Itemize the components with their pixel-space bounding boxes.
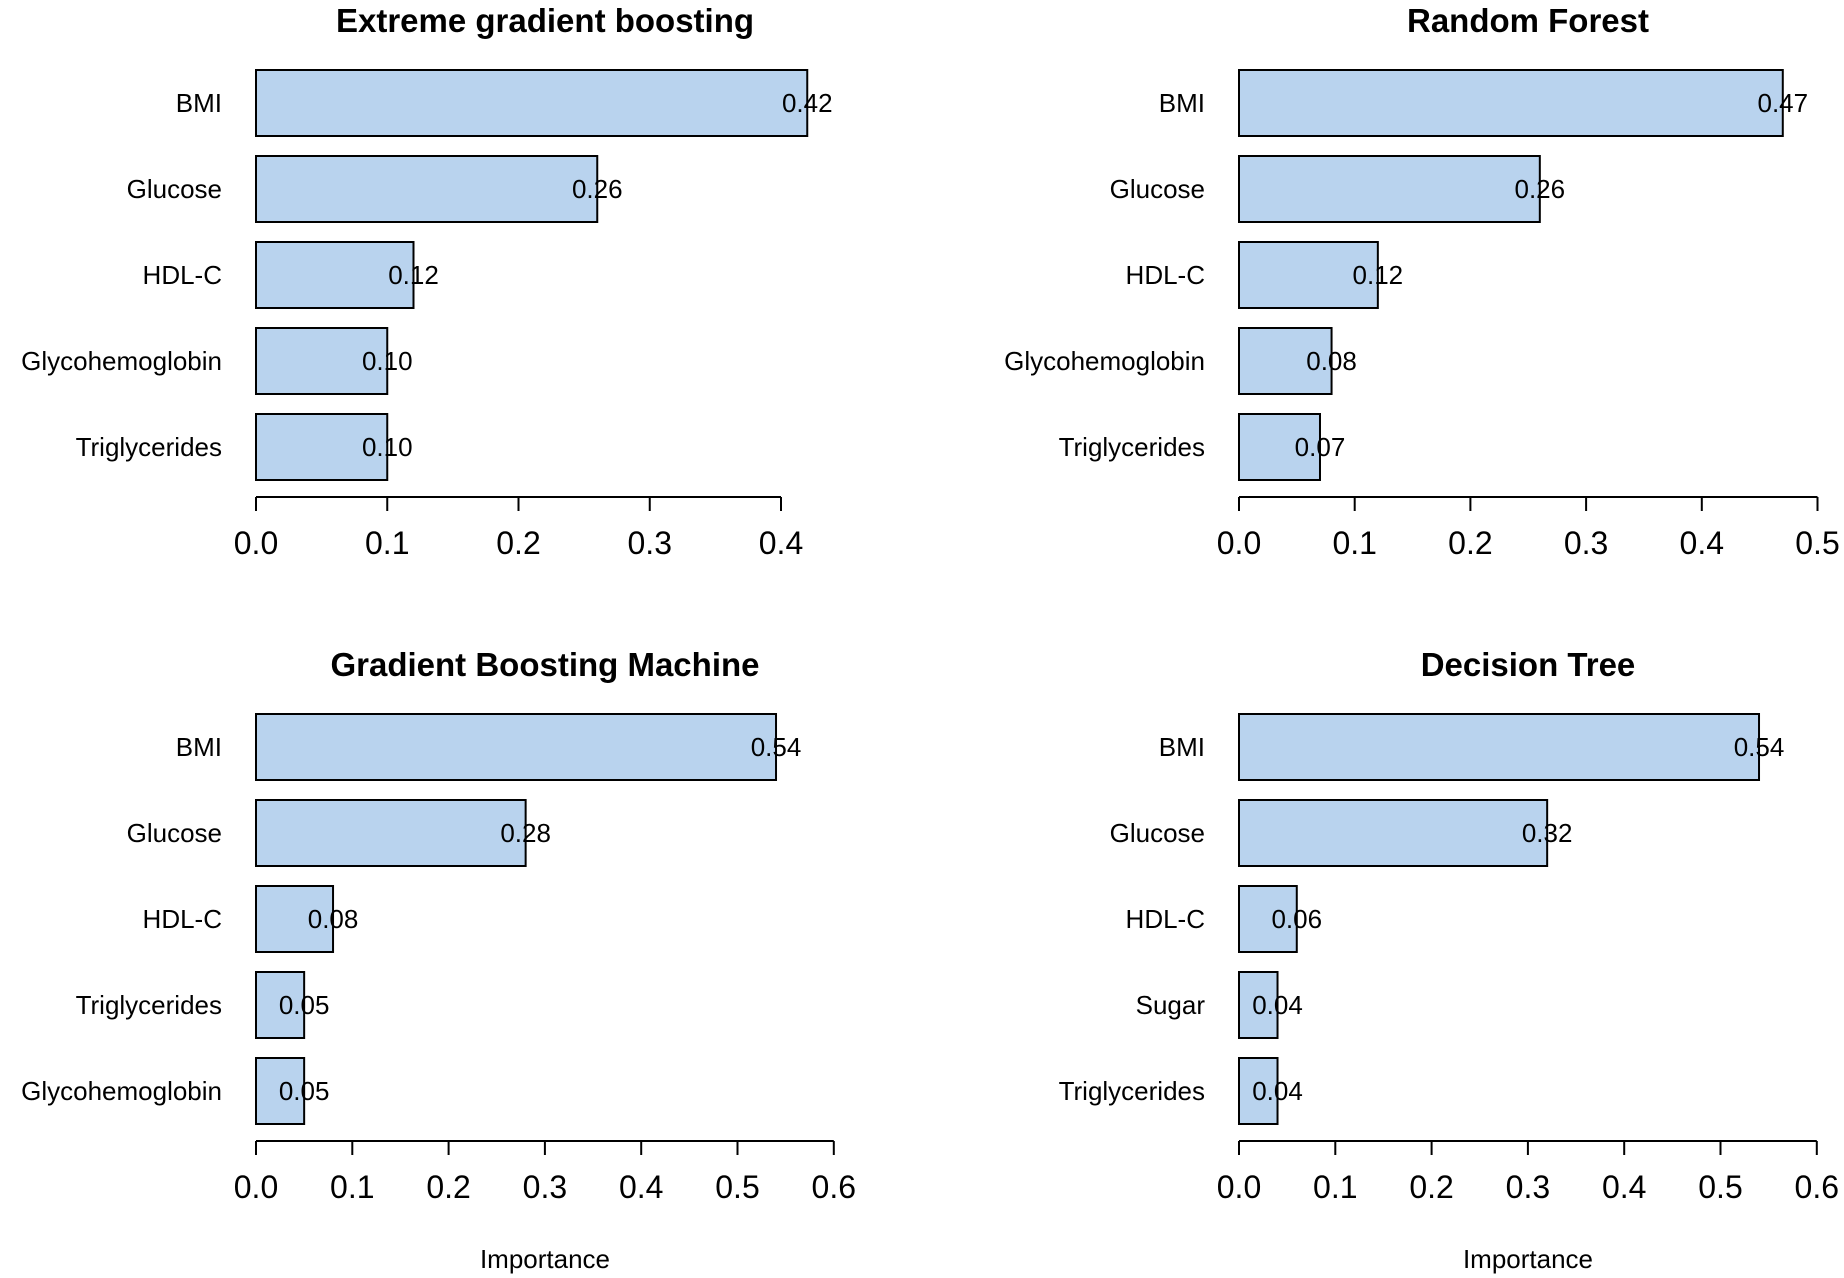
x-tick-label: 0.0 [234, 525, 278, 561]
x-tick-label: 0.4 [619, 1169, 663, 1205]
category-label: BMI [1159, 88, 1205, 118]
chart-title: Gradient Boosting Machine [330, 646, 759, 683]
bar-glycohemoglobin [1238, 327, 1333, 395]
x-tick-label: 0.4 [1680, 525, 1724, 561]
data-label: 0.42 [782, 88, 833, 118]
bar-glucose [1238, 155, 1541, 223]
bar-hdl-c [255, 885, 335, 953]
x-tick-label: 0.5 [715, 1169, 759, 1205]
x-tick-label: 0.1 [330, 1169, 374, 1205]
data-label: 0.26 [572, 174, 623, 204]
chart-panel-3: Gradient Boosting Machine BMI 0.54 Glucose 0… [21, 646, 856, 1274]
category-label: Glycohemoglobin [21, 1076, 222, 1106]
category-label: Glucose [1110, 174, 1205, 204]
category-label: Glycohemoglobin [1004, 346, 1205, 376]
bar-glucose [255, 799, 527, 867]
category-label: HDL-C [1126, 260, 1205, 290]
x-tick-label: 0.2 [1409, 1169, 1453, 1205]
category-label: Glycohemoglobin [21, 346, 222, 376]
data-label: 0.12 [388, 260, 439, 290]
x-axis-label: Importance [1463, 1244, 1593, 1274]
x-tick-label: 0.6 [812, 1169, 856, 1205]
data-label: 0.26 [1515, 174, 1566, 204]
chart-title: Extreme gradient boosting [336, 2, 754, 39]
data-label: 0.10 [362, 346, 413, 376]
data-label: 0.08 [308, 904, 359, 934]
bar-bmi [1238, 69, 1784, 137]
bar-hdl-c [1238, 241, 1379, 309]
x-tick-label: 0.3 [628, 525, 672, 561]
data-label: 0.54 [1734, 732, 1785, 762]
data-label: 0.05 [279, 1076, 330, 1106]
x-tick-label: 0.3 [523, 1169, 567, 1205]
x-tick-label: 0.0 [234, 1169, 278, 1205]
category-label: Triglycerides [76, 432, 222, 462]
category-label: Glucose [127, 174, 222, 204]
category-label: BMI [1159, 732, 1205, 762]
category-label: BMI [176, 88, 222, 118]
data-label: 0.04 [1252, 990, 1303, 1020]
x-tick-label: 0.3 [1506, 1169, 1550, 1205]
x-tick-label: 0.5 [1698, 1169, 1742, 1205]
x-tick-label: 0.0 [1217, 1169, 1261, 1205]
data-label: 0.12 [1353, 260, 1404, 290]
x-tick-label: 0.2 [426, 1169, 470, 1205]
data-label: 0.32 [1522, 818, 1573, 848]
data-label: 0.06 [1271, 904, 1322, 934]
x-tick-label: 0.5 [1795, 525, 1839, 561]
x-tick-label: 0.0 [1217, 525, 1261, 561]
data-label: 0.05 [279, 990, 330, 1020]
x-tick-label: 0.2 [1448, 525, 1492, 561]
category-label: HDL-C [143, 904, 222, 934]
data-label: 0.04 [1252, 1076, 1303, 1106]
bar-sugar [1238, 971, 1279, 1039]
category-label: Sugar [1136, 990, 1206, 1020]
x-tick-label: 0.4 [1602, 1169, 1646, 1205]
chart-panel-4: Decision Tree BMI 0.54 Glucose 0.32 HDL-C 0.06… [1059, 646, 1839, 1274]
bar-glucose [255, 155, 599, 223]
bar-triglycerides [255, 971, 306, 1039]
bar-triglycerides [1238, 413, 1321, 481]
data-label: 0.10 [362, 432, 413, 462]
category-label: Triglycerides [76, 990, 222, 1020]
x-tick-label: 0.4 [759, 525, 803, 561]
data-label: 0.28 [500, 818, 551, 848]
chart-panel-2: Random Forest BMI 0.47 Glucose 0.26 HDL-C 0.12… [1004, 2, 1840, 561]
bar-bmi [255, 713, 778, 781]
x-tick-label: 0.6 [1795, 1169, 1839, 1205]
bar-triglycerides [1238, 1057, 1279, 1125]
category-label: Triglycerides [1059, 432, 1205, 462]
category-label: HDL-C [143, 260, 222, 290]
category-label: Glucose [127, 818, 222, 848]
bar-glycohemoglobin [255, 1057, 306, 1125]
x-tick-label: 0.2 [496, 525, 540, 561]
chart-title: Random Forest [1407, 2, 1649, 39]
bar-bmi [1238, 713, 1761, 781]
category-label: Glucose [1110, 818, 1205, 848]
bar-triglycerides [255, 413, 389, 481]
category-label: BMI [176, 732, 222, 762]
data-label: 0.47 [1757, 88, 1808, 118]
x-tick-label: 0.1 [365, 525, 409, 561]
data-label: 0.08 [1306, 346, 1357, 376]
chart-title: Decision Tree [1421, 646, 1636, 683]
data-label: 0.54 [751, 732, 802, 762]
bar-hdl-c [255, 241, 415, 309]
bar-glucose [1238, 799, 1549, 867]
bar-bmi [255, 69, 809, 137]
bar-glycohemoglobin [255, 327, 389, 395]
x-tick-label: 0.1 [1332, 525, 1376, 561]
chart-panel-1: Extreme gradient boosting BMI 0.42 Glucose 0… [21, 2, 832, 561]
category-label: HDL-C [1126, 904, 1205, 934]
bar-hdl-c [1238, 885, 1298, 953]
category-label: Triglycerides [1059, 1076, 1205, 1106]
x-axis-label: Importance [480, 1244, 610, 1274]
data-label: 0.07 [1295, 432, 1346, 462]
x-tick-label: 0.1 [1313, 1169, 1357, 1205]
x-tick-label: 0.3 [1564, 525, 1608, 561]
